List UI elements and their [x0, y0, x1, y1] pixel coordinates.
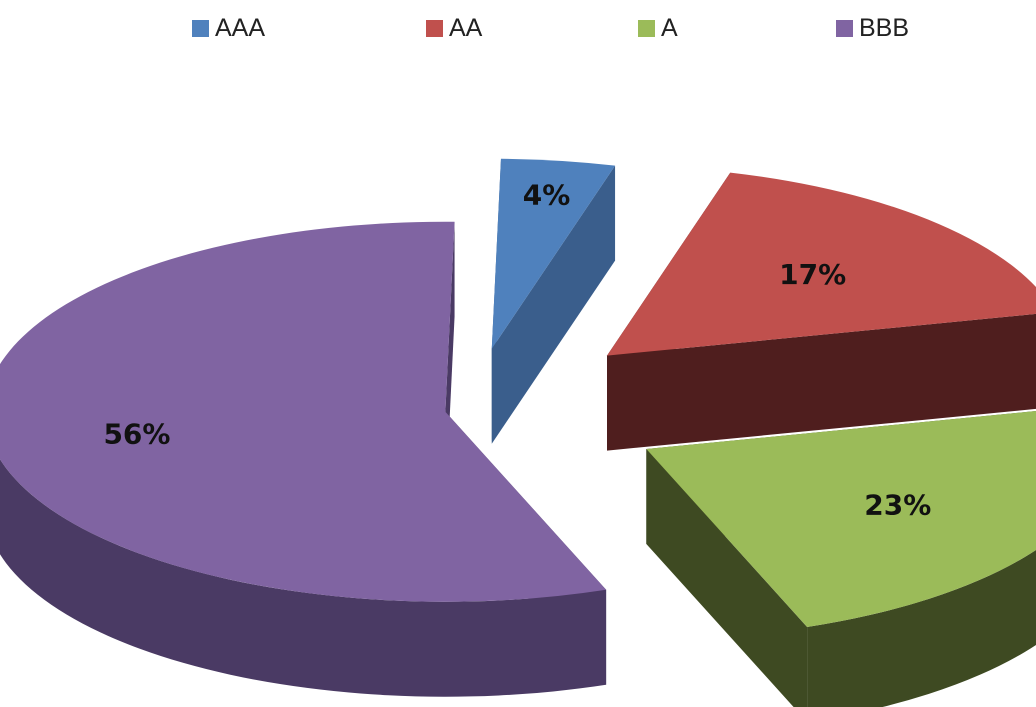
legend-swatch — [638, 19, 655, 37]
data-label-bbb: 56% — [103, 417, 170, 450]
slice-end-wall — [607, 313, 1036, 451]
slice-top — [607, 172, 1036, 356]
data-label-a: 23% — [864, 489, 931, 522]
slice-end-wall — [491, 165, 616, 444]
pie-slice-aaa — [491, 158, 616, 444]
legend-item-aaa: AAA — [192, 8, 265, 48]
pie-data-labels: 4% 17% 56% 23% — [103, 179, 931, 522]
legend-item-bbb: BBB — [836, 8, 909, 48]
pie-slices — [0, 158, 1036, 707]
slice-top — [491, 158, 616, 349]
legend-swatch — [426, 19, 443, 37]
pie-slice-aa — [607, 172, 1036, 451]
legend-label: BBB — [859, 13, 910, 42]
data-label-aaa: 4% — [523, 179, 571, 212]
slice-rim — [807, 549, 1036, 707]
pie-slice-bbb — [0, 221, 607, 697]
legend-label: A — [661, 13, 678, 42]
data-label-aa: 17% — [779, 258, 846, 291]
legend-label: AAA — [215, 13, 266, 42]
slice-top — [646, 411, 1036, 627]
legend-swatch — [836, 19, 853, 37]
pie-slice-a — [646, 411, 1036, 707]
slice-top — [0, 221, 607, 602]
chart-legend: AAA AA A BBB — [0, 8, 1036, 48]
legend-swatch — [192, 19, 209, 37]
slice-rim — [0, 459, 607, 697]
slice-end-wall — [646, 448, 808, 707]
legend-item-a: A — [638, 8, 678, 48]
legend-item-aa: AA — [426, 8, 482, 48]
legend-label: AA — [449, 13, 483, 42]
